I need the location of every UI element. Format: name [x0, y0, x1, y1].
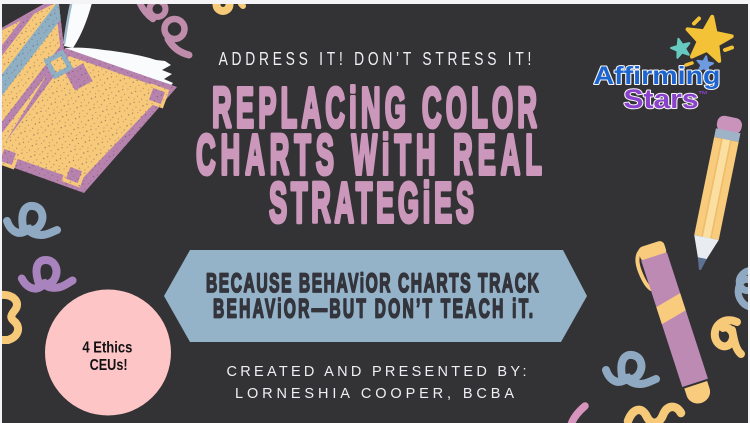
svg-text:CREATED AND PRESENTED BY:: CREATED AND PRESENTED BY:: [227, 364, 527, 380]
svg-text:™: ™: [698, 90, 708, 101]
svg-text:4 Ethics: 4 Ethics: [82, 340, 132, 357]
svg-text:BECAUSE BEHAViOR CHARTS TRACK: BECAUSE BEHAViOR CHARTS TRACK: [206, 268, 539, 299]
svg-text:CEUs!: CEUs!: [90, 357, 128, 374]
svg-text:CHARTS WiTH REAL: CHARTS WiTH REAL: [196, 124, 542, 187]
svg-text:Affirming: Affirming: [594, 62, 721, 90]
svg-text:Stars: Stars: [624, 84, 699, 114]
svg-text:REPLACiNG COLOR: REPLACiNG COLOR: [212, 77, 537, 140]
svg-text:LORNESHIA COOPER, BCBA: LORNESHIA COOPER, BCBA: [235, 386, 514, 402]
svg-text:STRATEGiES: STRATEGiES: [269, 172, 474, 235]
svg-text:ADDRESS IT! DON’T STRESS IT!: ADDRESS IT! DON’T STRESS IT!: [219, 49, 532, 70]
